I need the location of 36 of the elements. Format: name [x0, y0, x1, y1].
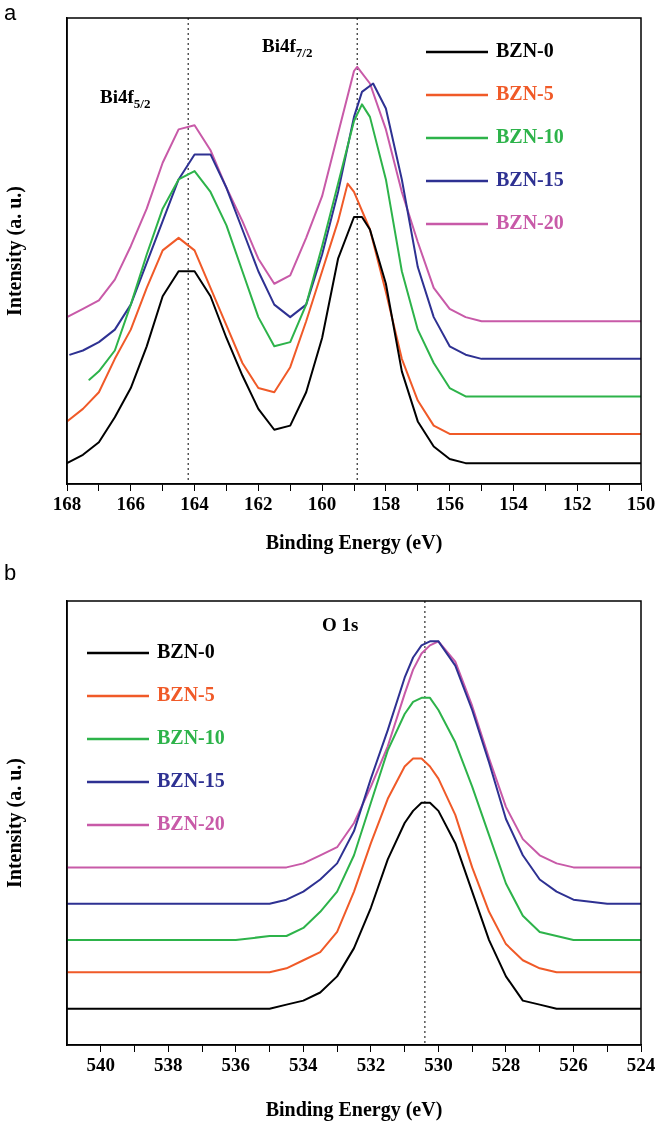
x-tick-label: 536 [221, 1054, 251, 1076]
legend-label: BZN-0 [157, 640, 215, 663]
x-tick-label: 150 [626, 493, 656, 515]
legend-label: BZN-5 [157, 683, 215, 706]
x-tick-label: 158 [371, 493, 401, 515]
x-tick-label: 156 [435, 493, 464, 515]
x-tick-label: 152 [562, 493, 592, 515]
x-tick-label: 538 [154, 1054, 183, 1076]
x-tick-label: 532 [356, 1054, 386, 1076]
chart-title: a [4, 0, 17, 26]
x-tick-label: 530 [424, 1054, 453, 1076]
legend-label: BZN-0 [496, 39, 554, 62]
x-tick-label: 164 [180, 493, 210, 515]
x-tick-label: 534 [289, 1054, 319, 1076]
y-axis-title: Intensity (a. u.) [3, 185, 27, 317]
x-tick-label: 162 [244, 493, 273, 515]
x-tick-label: 526 [559, 1054, 588, 1076]
x-axis-title: Binding Energy (eV) [265, 1098, 443, 1122]
legend-label: BZN-10 [496, 125, 564, 148]
legend-label: BZN-15 [496, 168, 564, 191]
x-tick-label: 528 [491, 1054, 521, 1076]
x-tick-label: 154 [499, 493, 529, 515]
x-tick-label: 160 [307, 493, 337, 515]
x-tick-label: 524 [626, 1054, 656, 1076]
chart-title: b [4, 560, 17, 586]
x-tick-label: 168 [52, 493, 82, 515]
legend-label: BZN-15 [157, 769, 225, 792]
x-axis-title: Binding Energy (eV) [265, 531, 443, 555]
legend-label: BZN-10 [157, 726, 225, 749]
x-tick-label: 540 [86, 1054, 116, 1076]
x-tick-label: 166 [116, 493, 146, 515]
legend-label: BZN-20 [496, 211, 564, 234]
legend-label: BZN-20 [157, 812, 225, 835]
legend-label: BZN-5 [496, 82, 554, 105]
y-axis-title: Intensity (a. u.) [3, 757, 27, 889]
text: O 1s [322, 613, 359, 635]
